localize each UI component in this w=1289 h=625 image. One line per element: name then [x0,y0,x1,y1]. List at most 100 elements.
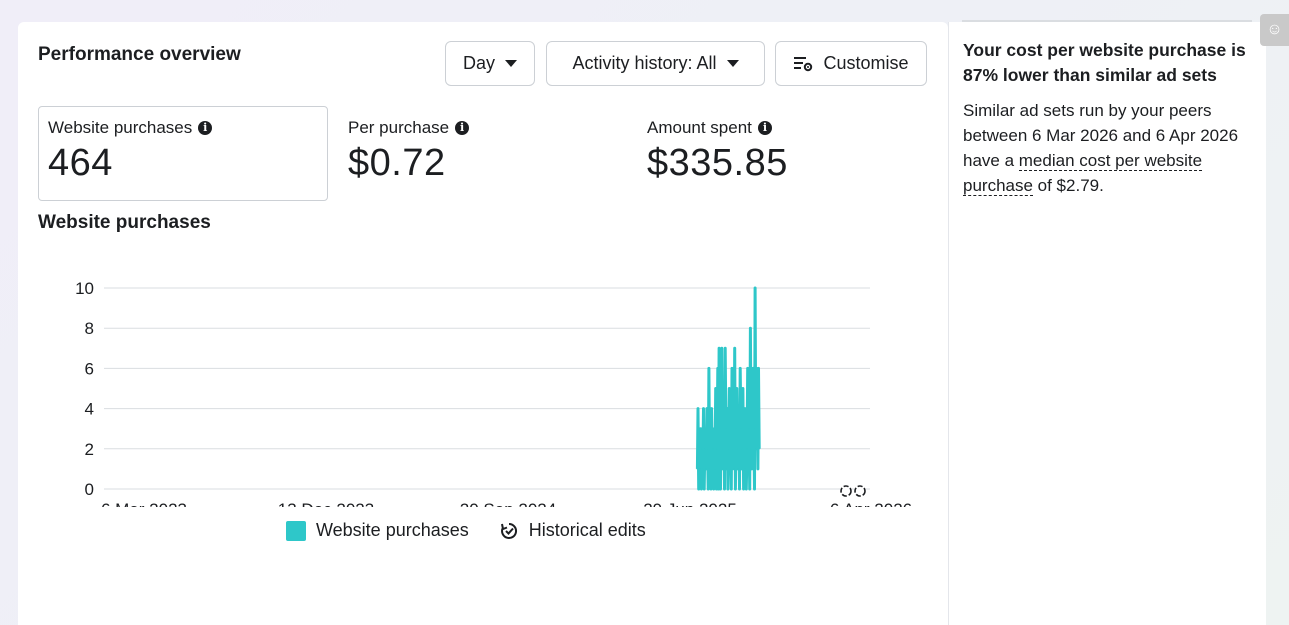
data-point [729,427,732,430]
data-point [725,468,728,470]
data-point [698,427,701,430]
insight-body: Similar ad sets run by your peers betwee… [963,98,1253,198]
legend-label: Website purchases [316,520,469,540]
data-point [723,387,725,390]
info-icon[interactable]: i [198,121,213,135]
day-dropdown-label: Day [462,53,495,73]
data-point [715,488,718,490]
metric-value: 464 [48,142,113,184]
data-point [734,488,737,490]
caret-down-icon [505,60,517,67]
insight-panel: Your cost per website purchase is 87% lo… [948,22,1266,625]
performance-card: Performance overview Day Activity histor… [18,22,948,625]
metric-value: $0.72 [348,142,446,184]
data-point [700,488,703,490]
data-point [710,407,713,410]
data-point [718,347,720,350]
data-point [699,468,701,470]
data-point [754,287,756,289]
data-point [757,468,759,470]
data-point [696,468,699,470]
data-point [748,488,751,490]
data-point [721,347,723,350]
day-dropdown[interactable]: Day [445,41,535,86]
historical-edit-marker [840,485,852,497]
data-point [751,387,754,390]
data-point [748,427,750,430]
data-point [706,407,708,410]
data-point [746,367,749,370]
data-point [731,367,733,370]
y-tick-label: 2 [85,440,94,459]
data-point [703,488,705,490]
insight-headline: Your cost per website purchase is 87% lo… [963,40,1246,85]
y-tick-label: 6 [85,359,94,378]
activity-history-label: Activity history: All [572,53,717,73]
chart-title: Website purchases [38,212,211,233]
data-point [744,468,747,470]
data-point [729,468,731,470]
data-point [730,488,733,490]
data-point [723,488,726,490]
feedback-icon[interactable]: ☺ [1260,14,1289,46]
divider [962,20,1252,22]
data-point [740,427,742,430]
data-point [755,367,758,370]
data-point [712,448,714,450]
legend-item-website-purchases[interactable]: Website purchases [286,520,469,541]
data-point [697,488,700,490]
legend-item-historical-edits[interactable]: Historical edits [499,520,646,541]
data-point [733,347,736,350]
data-point [708,468,711,470]
data-point [720,407,722,410]
info-icon[interactable]: i [757,121,772,135]
metric-amount-spent[interactable]: Amount spent i $335.85 [647,118,788,185]
data-point [709,427,712,430]
activity-history-dropdown[interactable]: Activity history: All [546,41,765,86]
data-point [736,448,739,450]
y-tick-label: 4 [85,400,94,419]
data-point [739,367,741,370]
data-point [726,407,729,410]
customise-button[interactable]: Customise [775,41,927,86]
data-point [738,488,741,490]
chart-legend: Website purchases Historical edits [286,520,646,541]
metric-website-purchases[interactable]: Website purchases i 464 [48,118,213,185]
data-point [702,468,704,470]
page-title: Performance overview [38,44,241,65]
data-point [704,427,707,430]
data-point [758,448,760,450]
x-tick-label: 13 Dec 2023 [278,500,374,507]
website-purchases-chart: 0 2 4 6 8 10 6 Mar 2023 13 Dec 2023 20 Sep 2024 2… [75,279,912,507]
data-point [728,387,731,390]
data-point [700,427,702,430]
data-point [753,427,755,430]
data-point [719,427,721,430]
info-icon[interactable]: i [455,121,470,135]
data-point [704,448,706,450]
selected-metric-box[interactable] [38,106,328,201]
data-point [742,488,745,490]
data-point [711,468,714,470]
metric-per-purchase[interactable]: Per purchase i $0.72 [348,118,470,185]
data-point [740,468,743,470]
customise-columns-icon [794,56,813,71]
data-point [746,448,748,450]
median-cost-link[interactable]: median cost per website purchase [963,151,1203,196]
data-point [716,448,718,450]
data-point [701,448,703,450]
data-point [717,367,719,370]
data-point [706,448,709,450]
y-tick-label: 10 [75,279,94,298]
data-point [710,488,712,490]
data-point [738,407,740,410]
data-point [735,427,737,430]
data-point [747,468,750,470]
data-point [697,407,699,410]
metric-label: Website purchases [48,118,193,137]
historical-edit-marker [854,485,866,497]
legend-swatch [286,520,306,541]
data-point [756,407,758,410]
series-line-website-purchases [695,286,761,491]
data-point [708,367,710,370]
